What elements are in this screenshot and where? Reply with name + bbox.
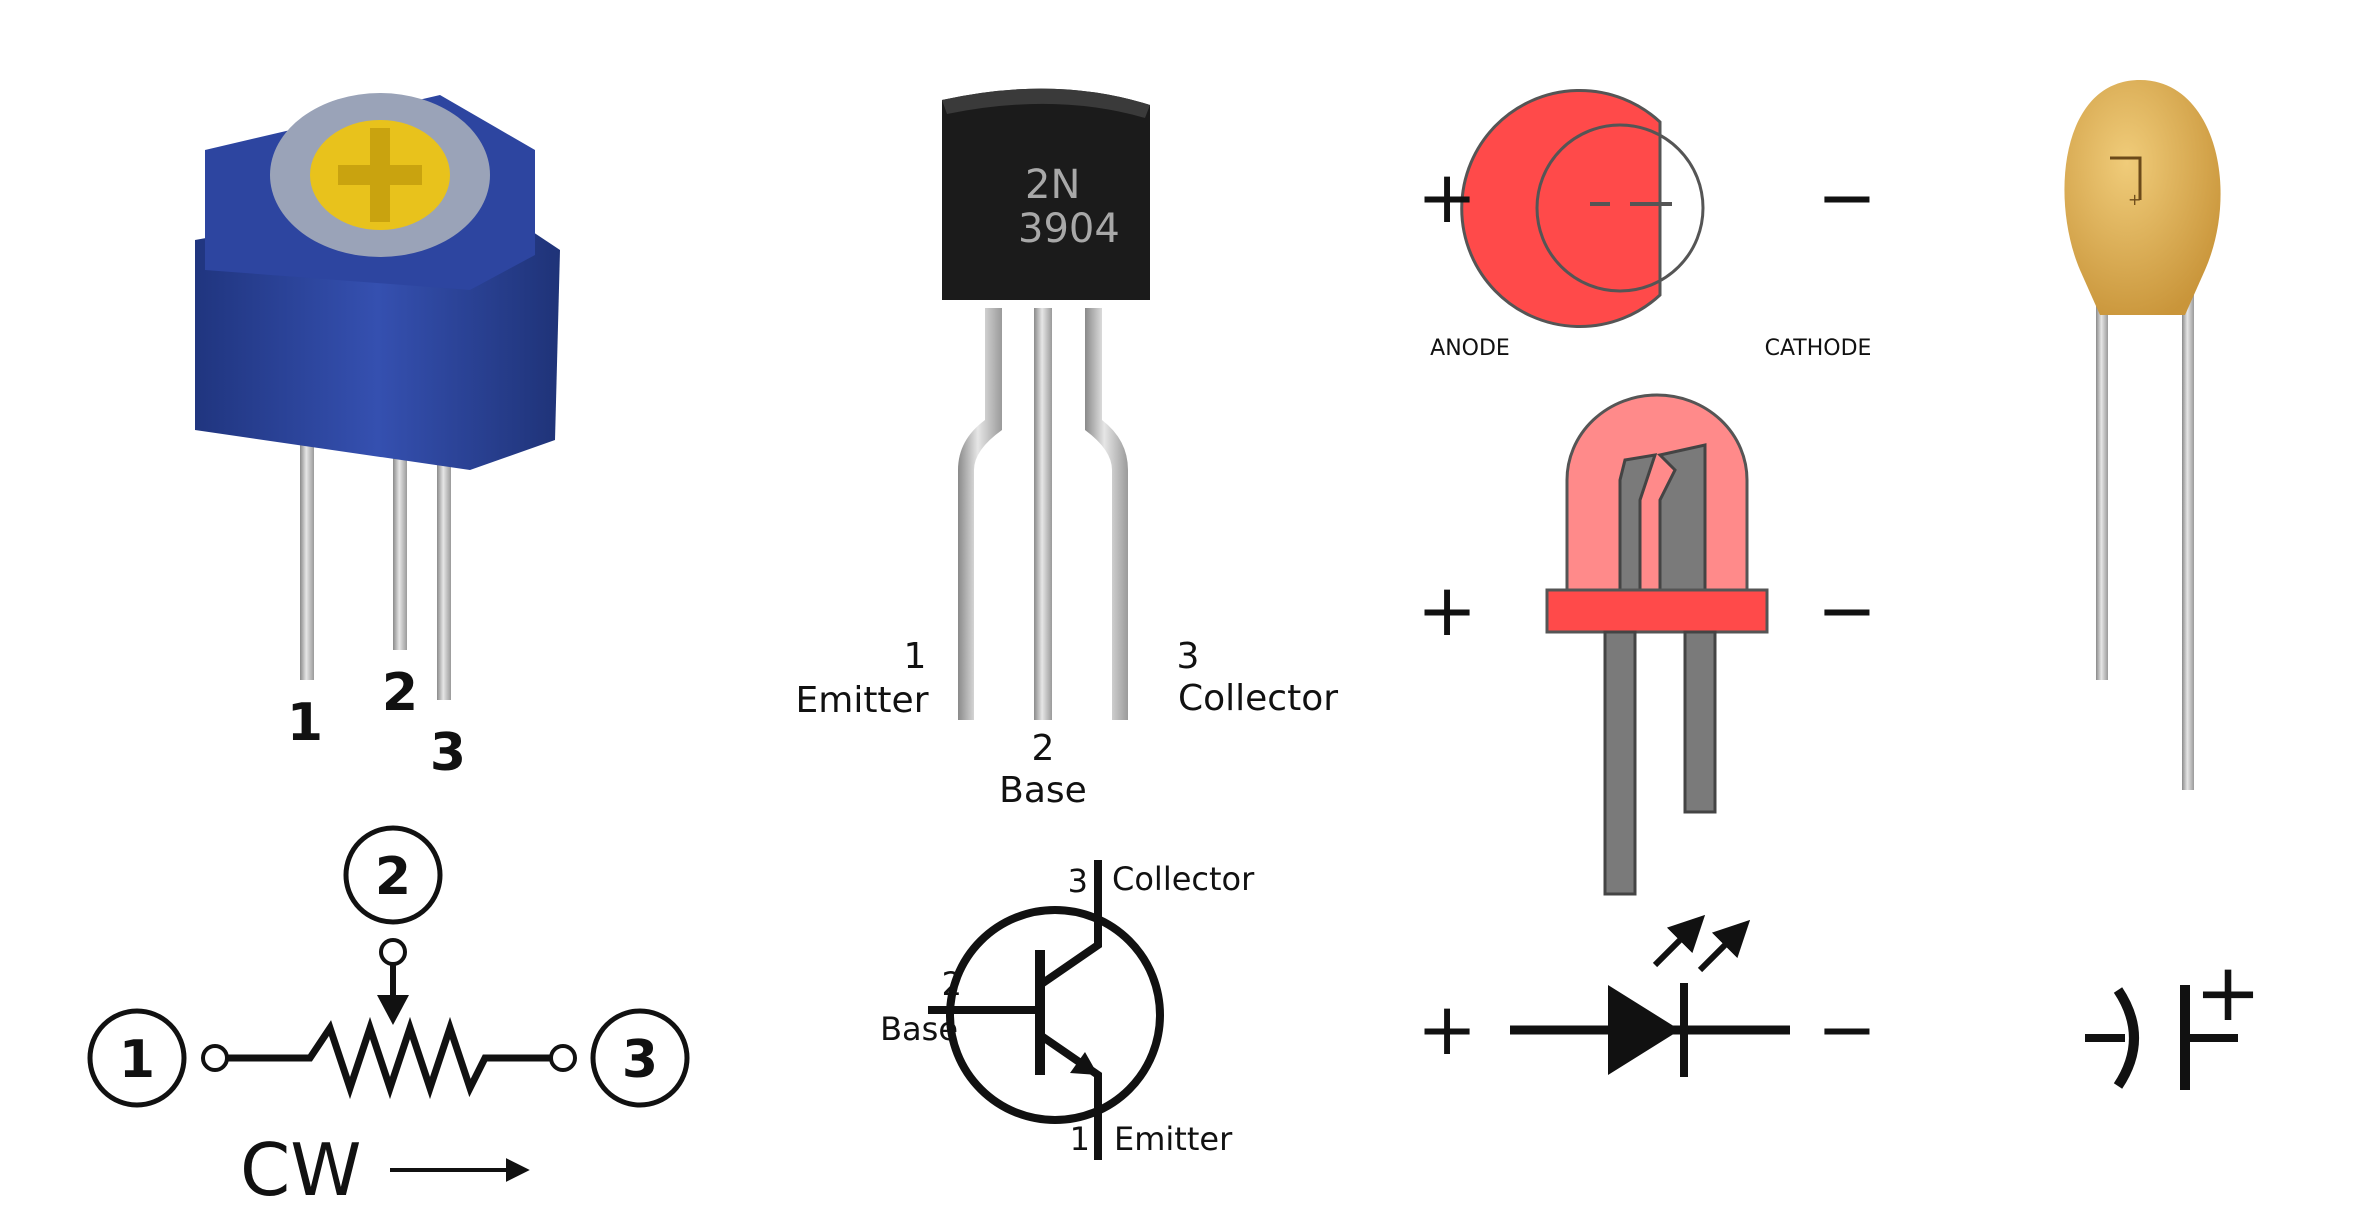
cap-body-marking [2110,156,2142,200]
led-side-flange [1545,588,1769,634]
schem-pin-1-label: 1 [119,1030,155,1090]
transistor-pin1-number: 1 [904,636,927,677]
led-symbol-minus: − [1817,987,1877,1071]
cap-body [2064,80,2221,315]
transistor-pin2-number: 2 [1032,728,1055,769]
cap-body-marking-text: + [2128,190,2141,209]
led-symbol-plus: + [1417,987,1477,1071]
npn-transistor-symbol [928,860,1164,1160]
schem-terminal-1 [201,1044,229,1072]
pot-pin-1-label: 1 [287,693,323,753]
transistor-top [942,88,1150,118]
transistor-lead-emitter [958,308,1002,720]
led-symbol-triangle [1608,985,1680,1075]
transistor-lead-collector [1085,308,1128,720]
schem-terminal-3 [549,1044,577,1072]
schem-pin-3-circle [590,1008,690,1108]
cap-symbol-curved-plate [2113,987,2139,1089]
symbol-collector-number: 3 [1068,862,1088,900]
pot-lead-3 [437,430,451,700]
potentiometer-photo [195,93,560,700]
polarized-capacitor-symbol [2085,985,2238,1090]
led-top-view [1460,89,1705,328]
schem-pin-1-circle [87,1008,187,1108]
transistor-marking-line2: 3904 [1018,206,1120,252]
transistor-lead-base [1034,308,1052,720]
pot-pin-2-label: 2 [382,663,418,723]
light-emission-arrow-icon [1652,914,1706,968]
schem-pin-3-label: 3 [622,1030,658,1090]
emitter-arrow-icon [1070,1052,1098,1075]
symbol-base-number: 2 [942,965,962,1003]
resistor-zigzag [227,1016,551,1100]
transistor-pin2-name: Base [999,770,1087,811]
light-emission-arrow-icon [1697,919,1751,973]
pot-lead-1 [300,430,314,680]
cap-symbol-plus: + [2194,946,2261,1039]
transistor-pin3-name: Collector [1178,678,1338,719]
cathode-label: CATHODE [1765,336,1872,361]
led-top-flange [1460,89,1662,328]
led-top-lens [1535,123,1705,293]
schem-terminal-2 [379,938,407,966]
led-top-plus: + [1417,155,1477,239]
transistor-pin3-number: 3 [1177,636,1200,677]
potentiometer-schematic [87,825,690,1182]
led-top-minus: − [1817,155,1877,239]
led-anode-lead [1603,630,1637,896]
tantalum-capacitor-photo: + [2064,80,2221,790]
transistor-pin1-name: Emitter [796,680,929,721]
transistor-marking-line1: 2N [1025,162,1080,208]
symbol-collector-name: Collector [1112,860,1255,898]
led-side-plus: + [1417,568,1477,652]
symbol-collector-lead [1037,860,1102,989]
wiper-arrow-icon [377,995,409,1025]
led-side-dome [1565,393,1749,592]
led-symbol [1510,914,1790,1077]
led-side-minus: − [1817,568,1877,652]
led-side-view [1545,393,1769,896]
cap-lead-left [2096,270,2108,680]
anode-label: ANODE [1430,336,1510,361]
cap-lead-right [2182,270,2194,790]
symbol-emitter-number: 1 [1070,1120,1090,1158]
led-cathode-lead [1683,630,1717,814]
pot-knob-slot-v [370,128,390,222]
schem-pin-2-circle [343,825,443,925]
symbol-base-name: Base [880,1010,958,1048]
schem-pin-2-label: 2 [375,847,411,907]
pot-lead-2 [393,430,407,650]
cw-label: CW [240,1128,361,1212]
pot-pin-3-label: 3 [430,723,466,783]
transistor-photo [942,88,1150,720]
transistor-symbol-circle [946,906,1164,1124]
transistor-body [942,88,1150,301]
symbol-emitter-name: Emitter [1114,1120,1233,1158]
